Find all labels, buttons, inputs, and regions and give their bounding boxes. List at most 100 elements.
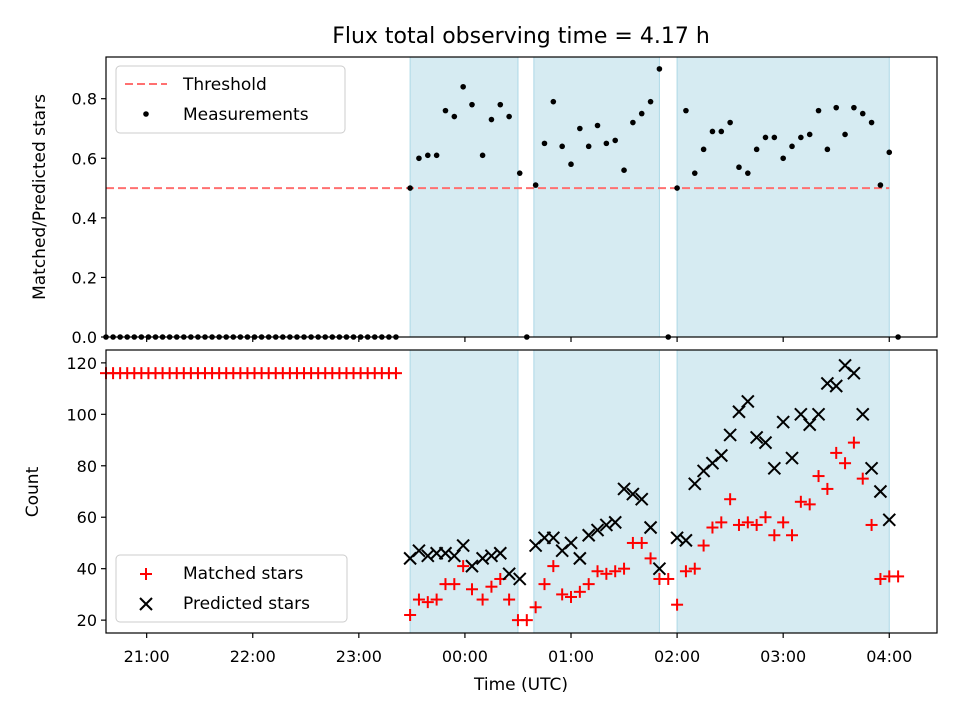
matched-star-marker bbox=[839, 457, 852, 470]
predicted-star-marker bbox=[847, 366, 861, 380]
matched-star-marker bbox=[503, 593, 516, 606]
matched-star-marker bbox=[529, 601, 542, 614]
legend-threshold-label: Threshold bbox=[182, 75, 267, 95]
predicted-star-marker bbox=[802, 417, 817, 432]
matched-star-marker bbox=[412, 593, 425, 606]
predicted-star-marker bbox=[447, 549, 462, 563]
matched-star-marker bbox=[591, 565, 604, 578]
top-measurement-points bbox=[103, 66, 901, 340]
y-tick-label: 60 bbox=[77, 508, 97, 527]
matched-star-marker bbox=[538, 578, 551, 591]
matched-star-marker bbox=[803, 498, 816, 511]
bottom-x-axis-ticks: 21:00 22:00 23:00 00:00 01:00 02:00 03:00 04:00 bbox=[124, 633, 912, 666]
predicted-star-marker bbox=[599, 518, 614, 532]
matched-star-marker bbox=[732, 518, 745, 531]
matched-star-marker bbox=[448, 578, 461, 591]
predicted-star-marker bbox=[670, 531, 684, 545]
matched-star-marker bbox=[821, 482, 834, 495]
top-y-axis-ticks: 0.0 0.2 0.4 0.6 0.8 bbox=[72, 90, 106, 347]
measurement-point bbox=[736, 164, 742, 171]
predicted-star-marker bbox=[776, 415, 790, 429]
matched-star-marker bbox=[679, 565, 692, 578]
measurement-point bbox=[541, 140, 548, 147]
measurement-point bbox=[824, 146, 831, 153]
legend-matched-label: Matched stars bbox=[183, 564, 303, 584]
matched-star-marker bbox=[547, 560, 560, 573]
matched-star-marker bbox=[715, 516, 728, 529]
bottom-y-axis-label: Count bbox=[23, 466, 43, 517]
measurement-point bbox=[762, 134, 769, 141]
matched-star-marker bbox=[565, 590, 578, 603]
measurement-point bbox=[577, 125, 583, 132]
bottom-legend-box bbox=[115, 554, 348, 623]
top-axes-frame bbox=[105, 56, 938, 338]
bottom-y-axis-ticks: 20 40 60 80 100 120 bbox=[66, 354, 106, 630]
legend-measurements-label: Measurements bbox=[183, 105, 309, 125]
predicted-star-marker bbox=[758, 435, 773, 450]
predicted-star-marker bbox=[785, 451, 799, 465]
predicted-star-marker bbox=[513, 572, 527, 586]
measurement-point bbox=[638, 110, 645, 117]
legend-predicted-swatch bbox=[139, 597, 153, 611]
measurement-point bbox=[506, 113, 512, 120]
predicted-star-marker bbox=[581, 528, 596, 542]
measurement-point bbox=[727, 119, 733, 126]
predicted-star-marker bbox=[749, 430, 764, 445]
measurement-point bbox=[709, 128, 716, 135]
x-tick-label: 00:00 bbox=[442, 647, 488, 666]
predicted-star-marker bbox=[732, 405, 746, 419]
predicted-star-marker bbox=[714, 448, 729, 463]
predicted-star-marker bbox=[873, 484, 888, 499]
x-tick-label: 02:00 bbox=[654, 647, 700, 666]
matched-star-marker bbox=[697, 539, 710, 552]
x-tick-label: 04:00 bbox=[866, 647, 912, 666]
x-tick-label: 21:00 bbox=[124, 647, 170, 666]
predicted-star-marker bbox=[820, 376, 835, 391]
measurement-point bbox=[647, 98, 654, 105]
measurement-point bbox=[842, 131, 848, 138]
measurement-point bbox=[683, 107, 689, 114]
matched-star-marker bbox=[750, 518, 763, 531]
predicted-star-marker bbox=[502, 567, 516, 581]
matched-star-marker bbox=[768, 529, 781, 542]
top-legend-box bbox=[115, 65, 346, 134]
matched-star-marker bbox=[830, 446, 843, 459]
bottom-axes-frame bbox=[105, 349, 938, 634]
matched-star-marker bbox=[688, 562, 701, 575]
predicted-star-marker bbox=[564, 536, 578, 550]
observing-interval-band bbox=[533, 349, 660, 634]
chart-title: Flux total observing time = 4.17 h bbox=[332, 24, 710, 49]
matched-star-marker bbox=[609, 565, 622, 578]
top-shaded-intervals bbox=[409, 56, 890, 338]
matched-star-marker bbox=[644, 552, 657, 565]
y-tick-label: 40 bbox=[77, 560, 97, 579]
matched-star-marker bbox=[556, 588, 569, 601]
measurement-point bbox=[621, 167, 627, 173]
top-x-axis-ticks bbox=[146, 337, 890, 342]
matched-star-marker bbox=[465, 583, 478, 596]
y-tick-label: 0.4 bbox=[72, 209, 97, 228]
predicted-star-marker bbox=[608, 515, 622, 530]
predicted-star-marker bbox=[484, 549, 499, 563]
predicted-star-marker bbox=[767, 461, 782, 476]
predicted-star-marker bbox=[421, 549, 435, 563]
measurement-point bbox=[806, 131, 813, 138]
matched-star-marker bbox=[635, 536, 648, 549]
predicted-star-marker bbox=[723, 428, 737, 442]
predicted-star-marker bbox=[652, 561, 667, 576]
x-tick-label: 23:00 bbox=[336, 647, 382, 666]
predicted-star-marker bbox=[856, 407, 870, 422]
measurement-point bbox=[815, 107, 822, 114]
measurement-point bbox=[497, 101, 504, 108]
measurement-point bbox=[859, 110, 866, 117]
measurement-point bbox=[594, 122, 601, 129]
predicted-star-marker bbox=[829, 379, 843, 393]
legend-predicted-label: Predicted stars bbox=[183, 594, 310, 614]
predicted-star-marker bbox=[794, 407, 808, 422]
measurement-point bbox=[568, 161, 574, 168]
predicted-star-marker bbox=[679, 533, 693, 548]
predicted-star-marker bbox=[643, 520, 658, 535]
y-tick-label: 0.2 bbox=[72, 268, 97, 287]
matched-star-marker bbox=[404, 608, 417, 621]
matched-star-marker bbox=[794, 495, 807, 508]
